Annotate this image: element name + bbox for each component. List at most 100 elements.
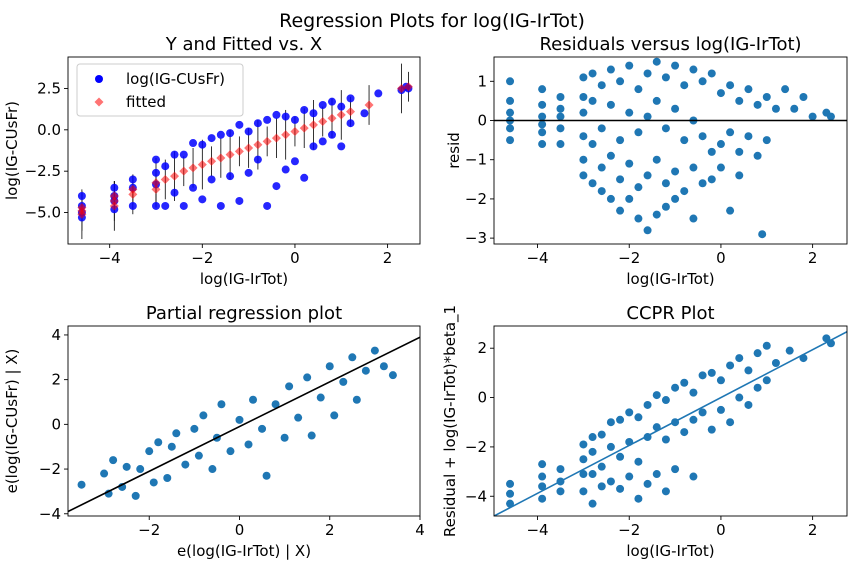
data-point [189,139,198,148]
data-point [538,100,547,109]
legend-marker-fitted [94,97,104,107]
y-tick-label: 0.0 [37,121,61,139]
fitted-point [336,110,346,120]
data-point [625,108,634,117]
legend: log(IG-CUsFr) fitted [76,63,244,117]
data-point [698,179,707,188]
data-point [707,175,716,184]
data-point [190,424,199,433]
fit-line [68,336,420,513]
data-point [318,100,327,109]
data-point [170,150,179,159]
data-point [538,120,547,129]
data-point [634,214,643,223]
data-point [771,359,780,368]
data-point [588,69,597,78]
data-point [762,136,771,145]
fitted-point [364,100,374,110]
data-point [643,400,652,409]
data-point [634,494,643,503]
data-point [506,479,515,488]
fitted-point [170,171,180,181]
data-point [652,210,661,219]
data-point [625,194,634,203]
subplot-title: CCPR Plot [626,303,714,324]
data-point [290,115,299,124]
data-point [506,96,515,105]
data-point [294,413,303,422]
y-tick-label: −2 [39,460,61,478]
data-point [161,162,170,171]
axes-frame [493,325,848,517]
data-point [643,171,652,180]
data-point [707,69,716,78]
data-point [758,230,767,239]
data-point [625,472,634,481]
fitted-point [234,146,244,156]
data-point [538,482,547,491]
data-point [181,460,190,469]
fitted-point [271,133,281,143]
data-point [588,499,597,508]
data-point [588,96,597,105]
fitted-point [308,120,318,130]
y-tick-label: 4 [51,326,61,344]
data-point [643,112,652,121]
data-point [179,201,188,210]
data-point [744,85,753,94]
data-point [556,104,565,113]
data-point [348,353,357,362]
data-point [77,192,86,201]
fitted-point [403,82,413,92]
data-point [207,134,216,143]
data-point [661,435,670,444]
data-point [388,371,397,380]
data-point [652,470,661,479]
data-point [579,132,588,141]
data-point [689,415,698,424]
data-point [170,188,179,197]
data-point [744,132,753,141]
data-point [337,102,346,111]
data-point [370,346,379,355]
y-tick-label: 0 [477,112,487,130]
y-tick-label: −2 [465,438,487,456]
data-point [300,173,309,182]
y-tick-label: −4 [39,505,61,523]
data-point [346,119,355,128]
data-point [263,201,272,210]
y-tick-label: 2.5 [37,79,61,97]
data-point [339,377,348,386]
data-point [726,418,735,427]
data-point [671,167,680,176]
data-point [579,73,588,82]
data-point [698,371,707,380]
data-point [226,447,235,456]
data-point [689,472,698,481]
data-point [309,109,318,118]
fitted-point [197,160,207,170]
data-point [253,119,262,128]
data-point [689,163,698,172]
data-point [799,92,808,101]
data-point [735,171,744,180]
data-point [316,393,325,402]
data-point [616,484,625,493]
fitted-point [216,153,226,163]
data-point [643,226,652,235]
data-point [556,92,565,101]
data-point [661,179,670,188]
data-point [163,474,172,482]
data-point [538,140,547,149]
data-point [597,482,606,491]
data-point [325,362,334,371]
fitted-point [290,126,300,136]
data-point [726,128,735,137]
data-point [606,194,615,203]
data-point [726,206,735,215]
fitted-point [225,150,235,160]
data-point [707,147,716,156]
x-tick-label: 2 [808,249,818,267]
data-point [579,455,588,464]
x-tick-label: 4 [415,521,425,539]
